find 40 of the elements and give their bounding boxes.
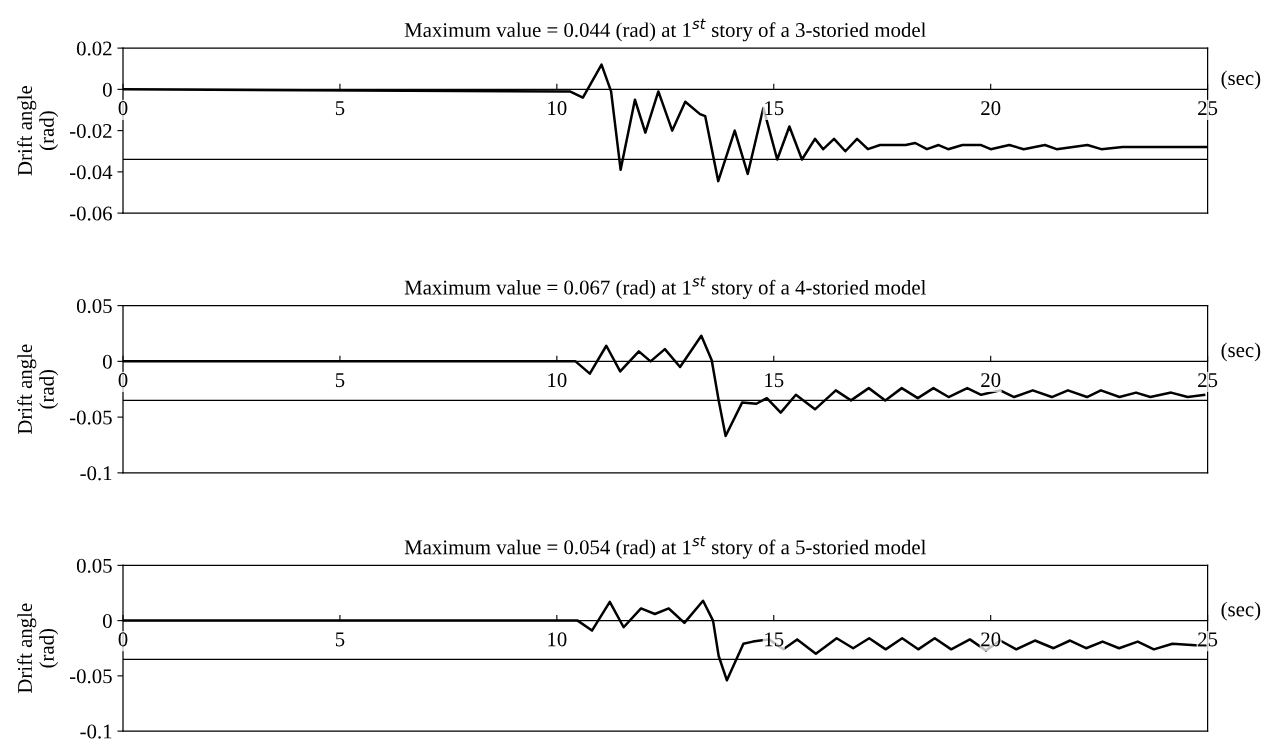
y-tick-label: -0.1 — [80, 724, 112, 739]
chart-title: Maximum value = 0.044 (rad) at 1$^{st}$ story of a 3-storied model — [404, 18, 926, 42]
x-tick-label: 10 — [548, 632, 567, 647]
y-tick-label: 0 — [102, 613, 112, 629]
x-tick-label: 0 — [118, 373, 128, 388]
x-tick-label: 25 — [1198, 101, 1218, 116]
chart-title: Maximum value = 0.054 (rad) at 1$^{st}$ story of a 5-storied model — [404, 535, 926, 559]
x-tick-label: 5 — [335, 632, 345, 647]
y-tick-label: 0.05 — [76, 558, 112, 573]
x-axis-title: (sec) — [1221, 70, 1261, 90]
x-tick-label: 20 — [981, 632, 1001, 647]
chart-title: Maximum value = 0.067 (rad) at 1$^{st}$ story of a 4-storied model — [404, 276, 926, 299]
x-tick-label: 20 — [981, 373, 1001, 388]
x-tick-label: 5 — [335, 101, 345, 116]
y-tick-label: -0.05 — [69, 410, 112, 425]
x-tick-label: 15 — [765, 101, 784, 116]
x-tick-label: 10 — [548, 373, 567, 388]
x-axis-title: (sec) — [1221, 342, 1261, 362]
x-tick-label: 15 — [765, 632, 784, 647]
x-tick-label: 15 — [765, 373, 784, 388]
y-tick-label: -0.05 — [69, 669, 112, 684]
x-tick-label: 0 — [118, 101, 128, 116]
x-tick-label: 10 — [548, 101, 567, 116]
x-axis-title: (sec) — [1221, 601, 1261, 621]
x-tick-label: 25 — [1198, 373, 1218, 388]
x-tick-label: 25 — [1198, 632, 1218, 647]
x-tick-label: 20 — [981, 101, 1001, 116]
y-tick-label: -0.1 — [80, 466, 112, 481]
y-tick-label: -0.04 — [69, 165, 113, 180]
y-axis-title: Drift angle (rad) — [17, 603, 59, 694]
y-tick-label: 0 — [102, 354, 112, 369]
y-tick-label: -0.06 — [69, 206, 112, 221]
y-axis-title: Drift angle (rad) — [17, 344, 59, 435]
y-tick-label: 0 — [102, 82, 112, 97]
y-tick-label: -0.02 — [69, 123, 112, 139]
x-tick-label: 5 — [335, 373, 345, 388]
y-axis-title: Drift angle (rad) — [17, 85, 59, 176]
y-tick-label: 0.05 — [76, 298, 112, 314]
y-tick-label: 0.02 — [76, 41, 112, 56]
x-tick-label: 0 — [118, 632, 128, 647]
